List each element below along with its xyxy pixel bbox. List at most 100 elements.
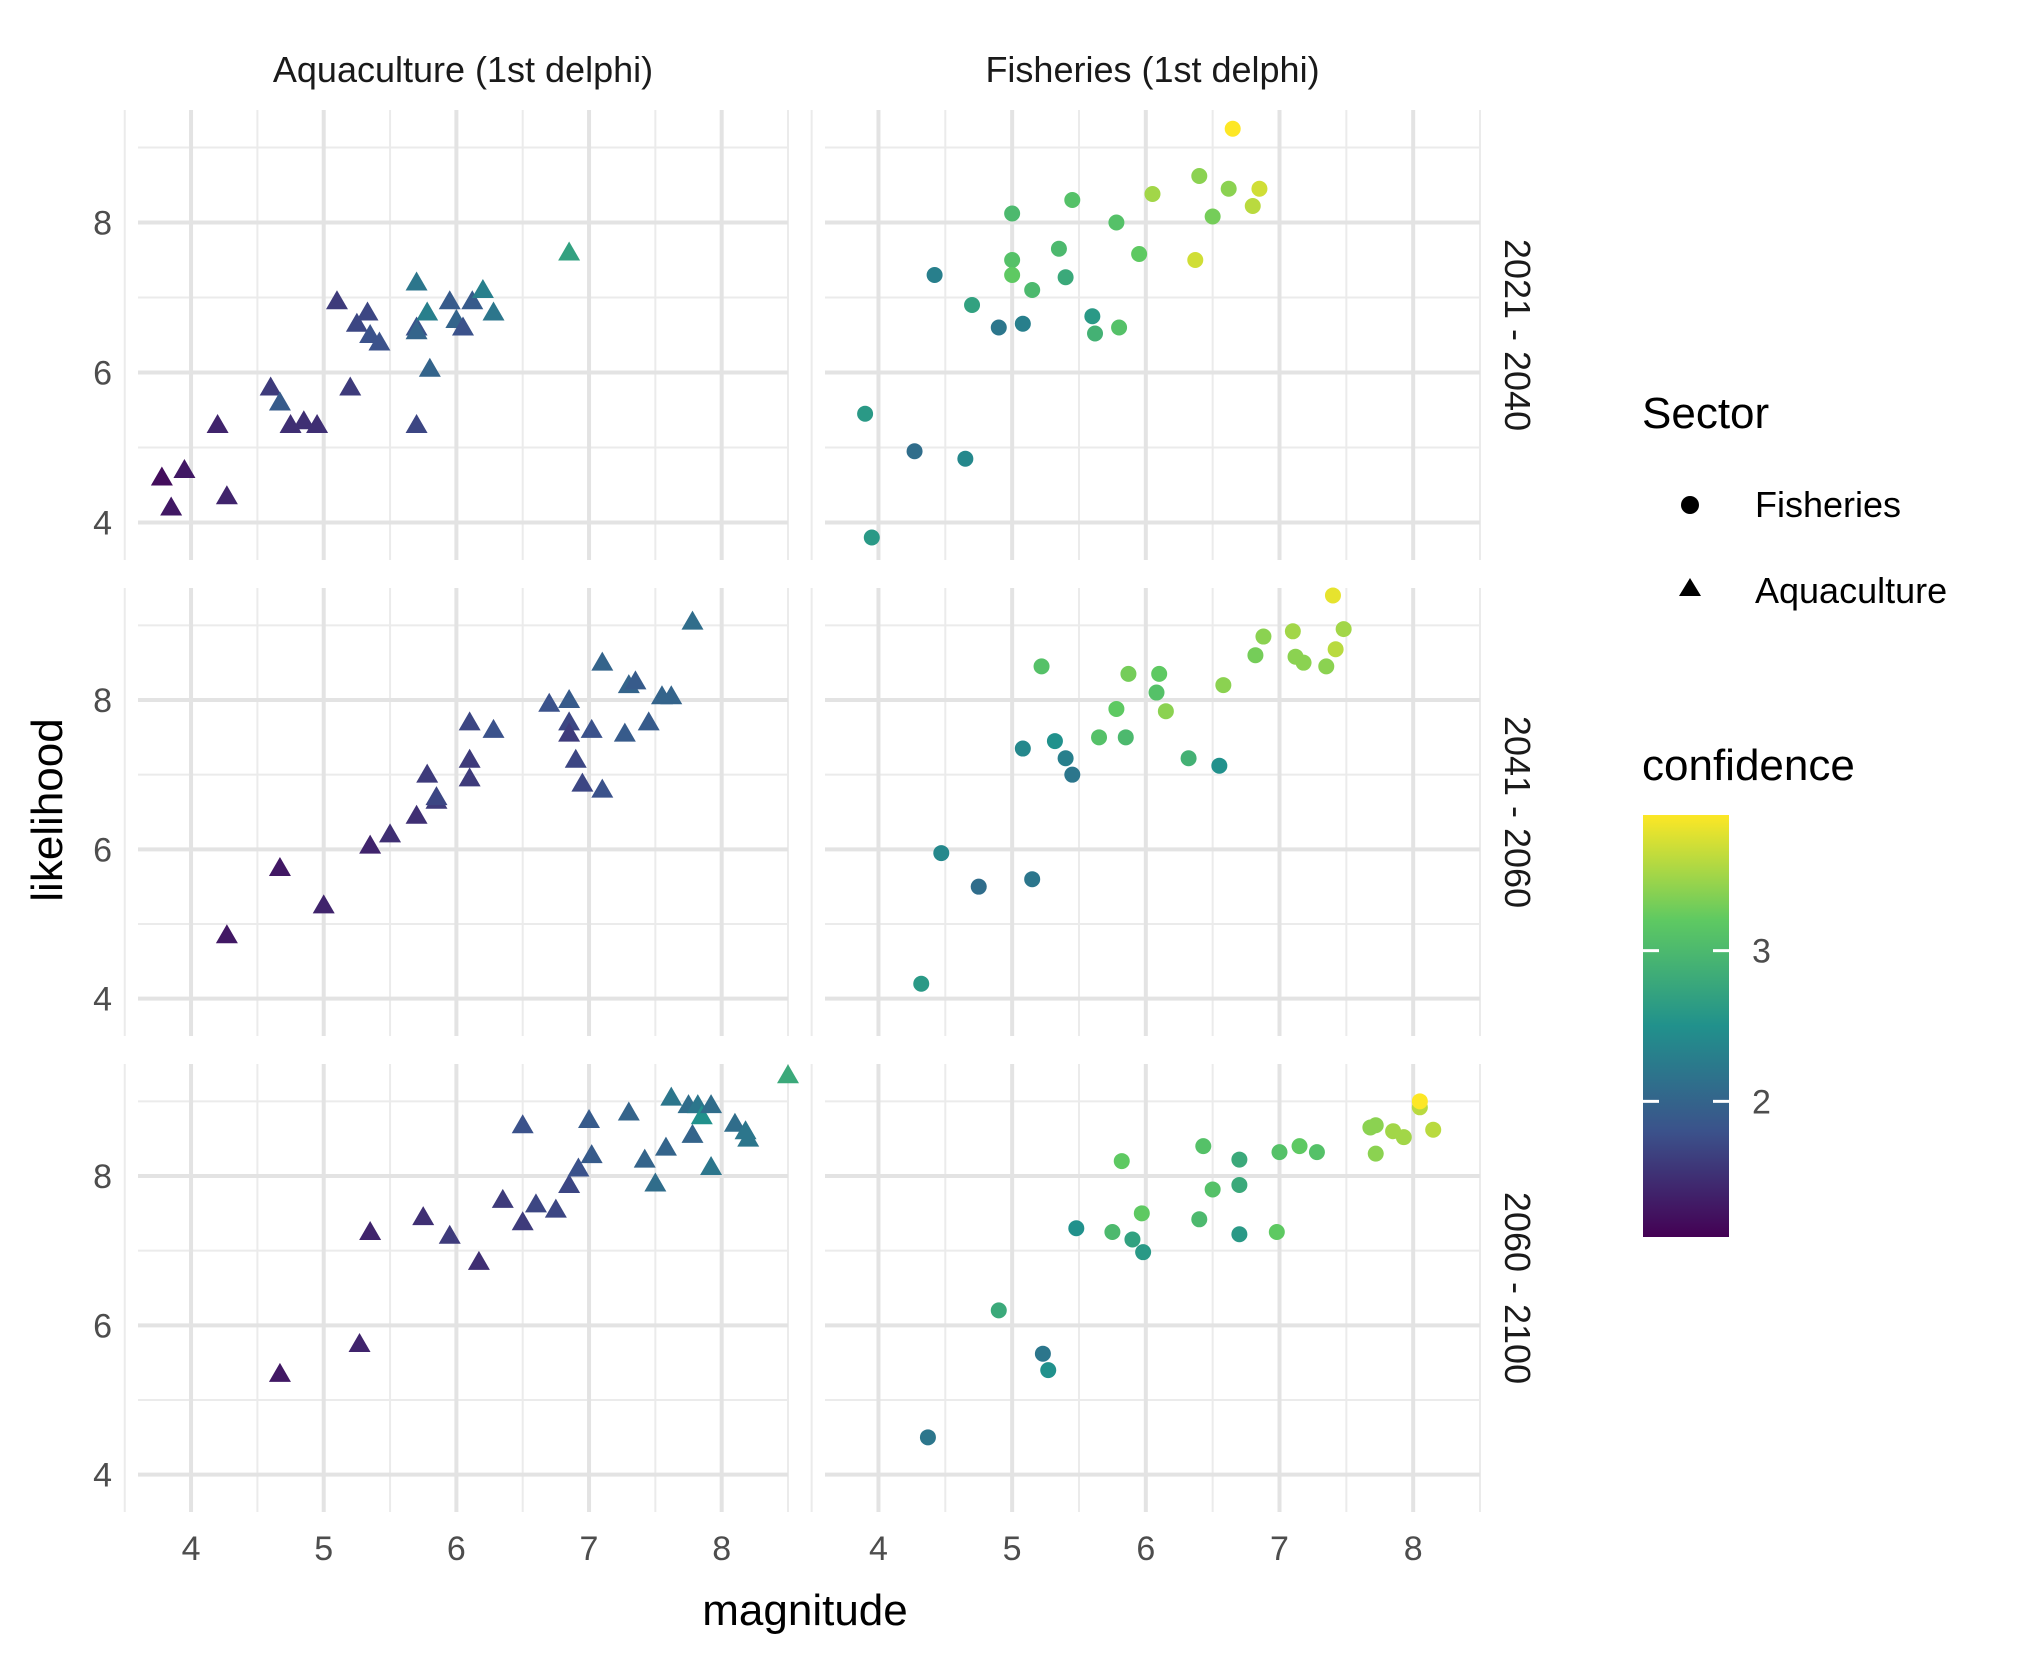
aquaculture-point bbox=[700, 1094, 723, 1114]
fisheries-point bbox=[1324, 587, 1341, 604]
aquaculture-point bbox=[416, 763, 439, 783]
aquaculture-point bbox=[482, 301, 505, 321]
row-strip-label: 2041 - 2060 bbox=[1497, 716, 1538, 908]
fisheries-point bbox=[1091, 729, 1108, 746]
fisheries-point bbox=[1120, 665, 1137, 682]
fisheries-point bbox=[1033, 658, 1050, 675]
fisheries-point bbox=[1148, 684, 1165, 701]
aquaculture-point bbox=[723, 1112, 746, 1132]
fisheries-point bbox=[970, 878, 987, 895]
y-tick-label: 4 bbox=[93, 981, 112, 1019]
fisheries-point bbox=[1247, 647, 1264, 664]
aquaculture-point bbox=[418, 357, 441, 377]
fisheries-point bbox=[857, 405, 874, 422]
fisheries-point bbox=[1144, 186, 1161, 202]
fisheries-point bbox=[1108, 700, 1125, 717]
fisheries-point bbox=[1064, 766, 1081, 783]
fisheries-point bbox=[1318, 658, 1335, 675]
fisheries-point bbox=[1024, 871, 1041, 888]
aquaculture-point bbox=[511, 1114, 534, 1134]
y-tick-label: 6 bbox=[93, 831, 112, 869]
points-2-1 bbox=[919, 1093, 1442, 1446]
x-tick-label: 8 bbox=[1404, 1530, 1423, 1568]
fisheries-point bbox=[1191, 1211, 1208, 1228]
aquaculture-point bbox=[292, 410, 315, 430]
fisheries-point bbox=[1191, 168, 1208, 184]
aquaculture-point bbox=[681, 1123, 704, 1143]
aquaculture-point bbox=[578, 1109, 601, 1128]
y-tick-label: 4 bbox=[93, 1457, 112, 1495]
x-tick-label: 4 bbox=[869, 1530, 888, 1568]
fisheries-point bbox=[1231, 1226, 1248, 1243]
aquaculture-point bbox=[558, 241, 581, 261]
aquaculture-point bbox=[482, 718, 505, 738]
row-strip-label: 2021 - 2040 bbox=[1497, 239, 1538, 431]
aquaculture-point bbox=[215, 485, 238, 505]
fisheries-point bbox=[1004, 267, 1021, 283]
aquaculture-point bbox=[567, 1157, 590, 1177]
panel-grid bbox=[123, 110, 1481, 1512]
aquaculture-point bbox=[737, 1127, 760, 1147]
aquaculture-point bbox=[524, 1193, 547, 1213]
fisheries-point bbox=[1271, 1144, 1288, 1161]
x-axis-title: magnitude bbox=[702, 1586, 907, 1635]
aquaculture-point bbox=[268, 391, 291, 411]
y-tick-label: 4 bbox=[93, 505, 112, 543]
x-tick-label: 7 bbox=[1270, 1530, 1289, 1568]
aquaculture-point bbox=[491, 1188, 514, 1208]
fisheries-point bbox=[1064, 192, 1081, 208]
aquaculture-point bbox=[591, 778, 614, 798]
panel-2-1 bbox=[810, 1064, 1481, 1512]
colorbar-tick-label: 3 bbox=[1752, 933, 1771, 971]
aquaculture-point bbox=[325, 290, 348, 310]
fisheries-point bbox=[1131, 246, 1148, 262]
aquaculture-point bbox=[405, 320, 428, 340]
fisheries-point bbox=[1367, 1145, 1384, 1162]
fisheries-point bbox=[1284, 623, 1301, 640]
aquaculture-point bbox=[700, 1156, 723, 1176]
panel-1-1 bbox=[810, 588, 1481, 1036]
fisheries-point bbox=[1087, 325, 1104, 342]
fisheries-point bbox=[1104, 1224, 1121, 1240]
fisheries-point bbox=[1133, 1205, 1150, 1222]
fisheries-point bbox=[1231, 1151, 1248, 1168]
aquaculture-point bbox=[160, 496, 183, 516]
aquaculture-point bbox=[348, 1333, 371, 1352]
legend-circle-key bbox=[1681, 496, 1699, 514]
fisheries-point bbox=[1024, 282, 1041, 298]
fisheries-point bbox=[1117, 729, 1134, 746]
aquaculture-point bbox=[173, 459, 196, 478]
colorbar-ticks: 23 bbox=[1643, 933, 1771, 1121]
fisheries-point bbox=[1211, 757, 1228, 774]
fisheries-point bbox=[1231, 1176, 1248, 1193]
fisheries-point bbox=[1151, 665, 1168, 682]
x-tick-label: 5 bbox=[314, 1530, 333, 1568]
fisheries-point bbox=[1180, 750, 1197, 767]
fisheries-point bbox=[1057, 750, 1074, 767]
aquaculture-point bbox=[268, 1362, 291, 1382]
aquaculture-point bbox=[268, 857, 291, 876]
aquaculture-point bbox=[571, 772, 594, 792]
aquaculture-point bbox=[633, 1148, 656, 1168]
legend: Sector Fisheries Aquaculture confidence … bbox=[1642, 389, 1947, 1237]
axes: 4 6 8 4 6 8 4 6 8 4 5 6 7 8 4 5 6 7 8 bbox=[93, 205, 1423, 1569]
aquaculture-point bbox=[458, 748, 481, 768]
y-tick-label: 8 bbox=[93, 1158, 112, 1196]
aquaculture-point bbox=[617, 1101, 640, 1121]
fisheries-point bbox=[1004, 252, 1021, 268]
aquaculture-point bbox=[259, 376, 282, 396]
panel-0-1 bbox=[810, 110, 1481, 560]
aquaculture-point bbox=[452, 316, 474, 336]
fisheries-point bbox=[1057, 269, 1074, 286]
fisheries-point bbox=[1327, 641, 1344, 658]
aquaculture-point bbox=[345, 312, 368, 332]
y-tick-label: 6 bbox=[93, 1307, 112, 1345]
aquaculture-point bbox=[461, 290, 484, 310]
fisheries-point bbox=[1124, 1231, 1141, 1248]
aquaculture-point bbox=[306, 414, 329, 433]
points-0-1 bbox=[857, 120, 1268, 546]
fisheries-point bbox=[1084, 308, 1101, 325]
fisheries-point bbox=[957, 450, 974, 467]
fisheries-point bbox=[1195, 1138, 1212, 1155]
x-tick-label: 5 bbox=[1003, 1530, 1022, 1568]
